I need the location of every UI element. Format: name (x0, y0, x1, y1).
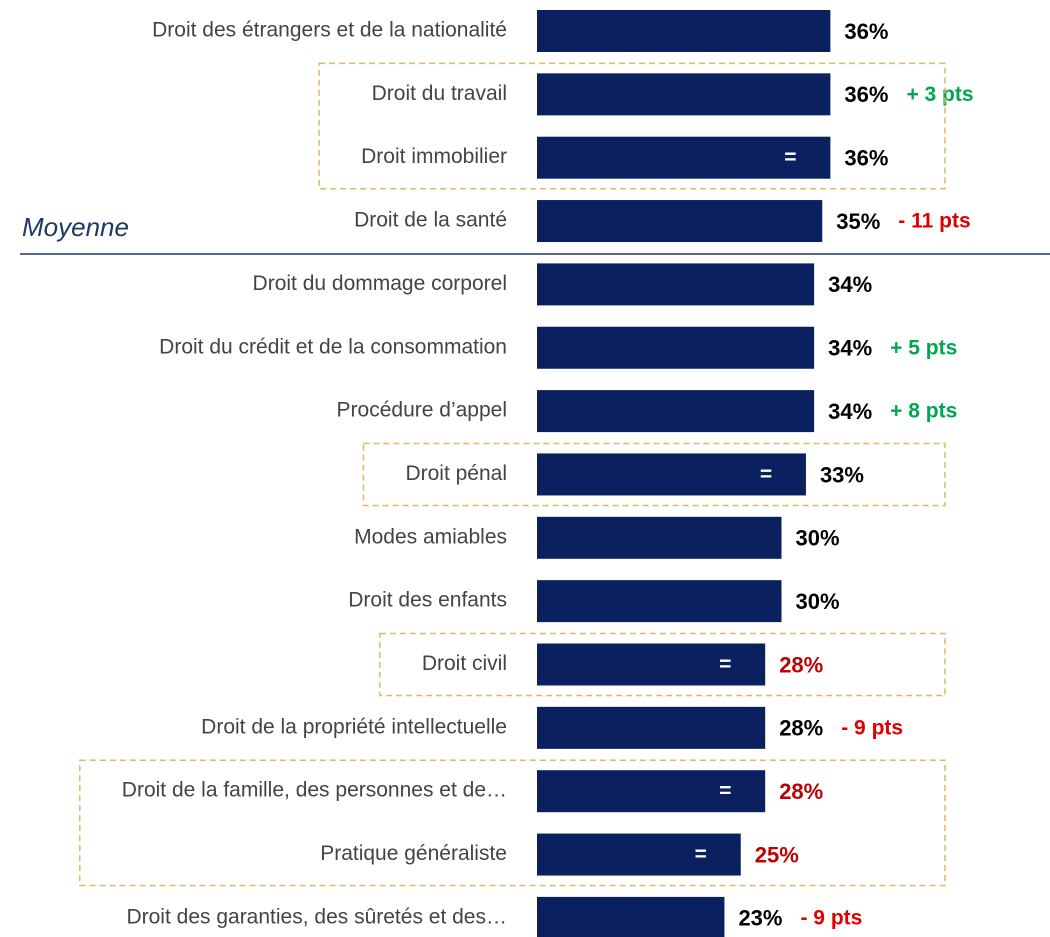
bar (537, 390, 815, 433)
change-label: = (760, 463, 772, 486)
category-label: Droit des étrangers et de la nationalité (152, 19, 507, 42)
value-label: 28% (779, 716, 823, 741)
bar (537, 516, 782, 559)
change-label: - 9 pts (800, 906, 862, 929)
change-label: + 8 pts (890, 400, 957, 423)
change-label: + 3 pts (906, 83, 973, 106)
change-label: - 11 pts (898, 210, 970, 233)
value-label: 28% (779, 652, 823, 677)
value-label: 35% (836, 209, 880, 234)
average-annotation: Moyenne (22, 212, 129, 242)
category-label: Droit pénal (405, 462, 507, 485)
bar (537, 200, 823, 243)
value-label: 23% (738, 906, 782, 931)
highlight-box (379, 632, 946, 697)
value-label: 33% (820, 462, 864, 487)
category-label: Droit civil (422, 652, 507, 675)
change-label: - 9 pts (841, 716, 903, 739)
bar (537, 10, 831, 52)
highlight-box (318, 62, 946, 190)
bar (537, 896, 725, 937)
value-label: 25% (755, 842, 799, 867)
highlight-box (362, 442, 946, 507)
change-label: = (719, 780, 731, 803)
category-label: Droit des enfants (348, 589, 507, 612)
value-label: 36% (844, 19, 888, 44)
category-label: Modes amiables (354, 525, 507, 548)
bar (537, 770, 766, 813)
category-label: Droit du dommage corporel (253, 272, 507, 295)
value-label: 34% (828, 336, 872, 361)
category-label: Droit des garanties, des sûretés et des… (126, 905, 507, 928)
bar (537, 453, 806, 496)
change-label: = (719, 653, 731, 676)
value-label: 36% (844, 146, 888, 171)
bar (537, 263, 815, 306)
category-label: Droit de la famille, des personnes et de… (122, 779, 507, 802)
category-label: Droit immobilier (361, 145, 507, 168)
value-label: 34% (828, 399, 872, 424)
highlight-box (79, 759, 946, 887)
category-label: Pratique généraliste (320, 842, 507, 865)
category-label: Procédure d’appel (337, 399, 507, 422)
value-label: 28% (779, 779, 823, 804)
bar (537, 136, 831, 179)
change-label: = (695, 843, 707, 866)
bar (537, 73, 831, 116)
category-label: Droit du crédit et de la consommation (159, 335, 507, 358)
value-label: 36% (844, 82, 888, 107)
change-label: + 5 pts (890, 336, 957, 359)
value-label: 34% (828, 272, 872, 297)
bar (537, 580, 782, 623)
bar (537, 833, 741, 876)
bar (537, 643, 766, 686)
category-label: Droit de la propriété intellectuelle (201, 715, 507, 738)
value-label: 30% (796, 589, 840, 614)
category-label: Droit de la santé (354, 209, 507, 232)
change-label: = (784, 146, 796, 169)
bar (537, 326, 815, 369)
value-label: 30% (796, 526, 840, 551)
category-label: Droit du travail (372, 82, 507, 105)
bar (537, 706, 766, 749)
